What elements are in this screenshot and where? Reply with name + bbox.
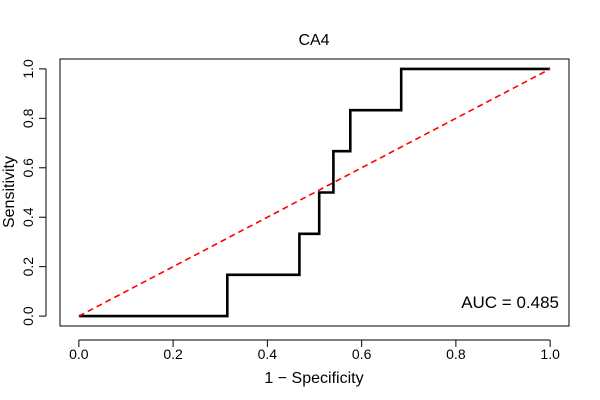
roc-curve-line bbox=[78, 67, 551, 318]
x-tick-label: 0.2 bbox=[163, 346, 183, 362]
x-tick-label: 0.6 bbox=[352, 346, 372, 362]
reference-diagonal-line bbox=[78, 68, 551, 317]
y-tick-label: 0.4 bbox=[20, 207, 36, 227]
y-tick-label: 0.6 bbox=[20, 158, 36, 178]
plot-layer: 0.0 0.2 0.4 0.6 0.8 1.0 0.0 0.2 0.4 0.6 0.8 1.0 bbox=[20, 59, 560, 362]
y-tick-label: 0.8 bbox=[20, 108, 36, 128]
x-tick-label: 0.8 bbox=[446, 346, 466, 362]
chart-title: CA4 bbox=[298, 32, 329, 49]
plot-frame bbox=[59, 58, 570, 327]
y-tick-label: 1.0 bbox=[20, 59, 36, 79]
x-axis-label: 1 − Specificity bbox=[264, 370, 363, 387]
x-tick-label: 1.0 bbox=[540, 346, 560, 362]
x-tick-label: 0.4 bbox=[258, 346, 278, 362]
y-tick-label: 0.0 bbox=[20, 306, 36, 326]
auc-annotation: AUC = 0.485 bbox=[461, 293, 559, 312]
y-tick-label: 0.2 bbox=[20, 257, 36, 277]
x-tick-label: 0.0 bbox=[69, 346, 89, 362]
y-axis-label: Sensitivity bbox=[1, 156, 18, 228]
